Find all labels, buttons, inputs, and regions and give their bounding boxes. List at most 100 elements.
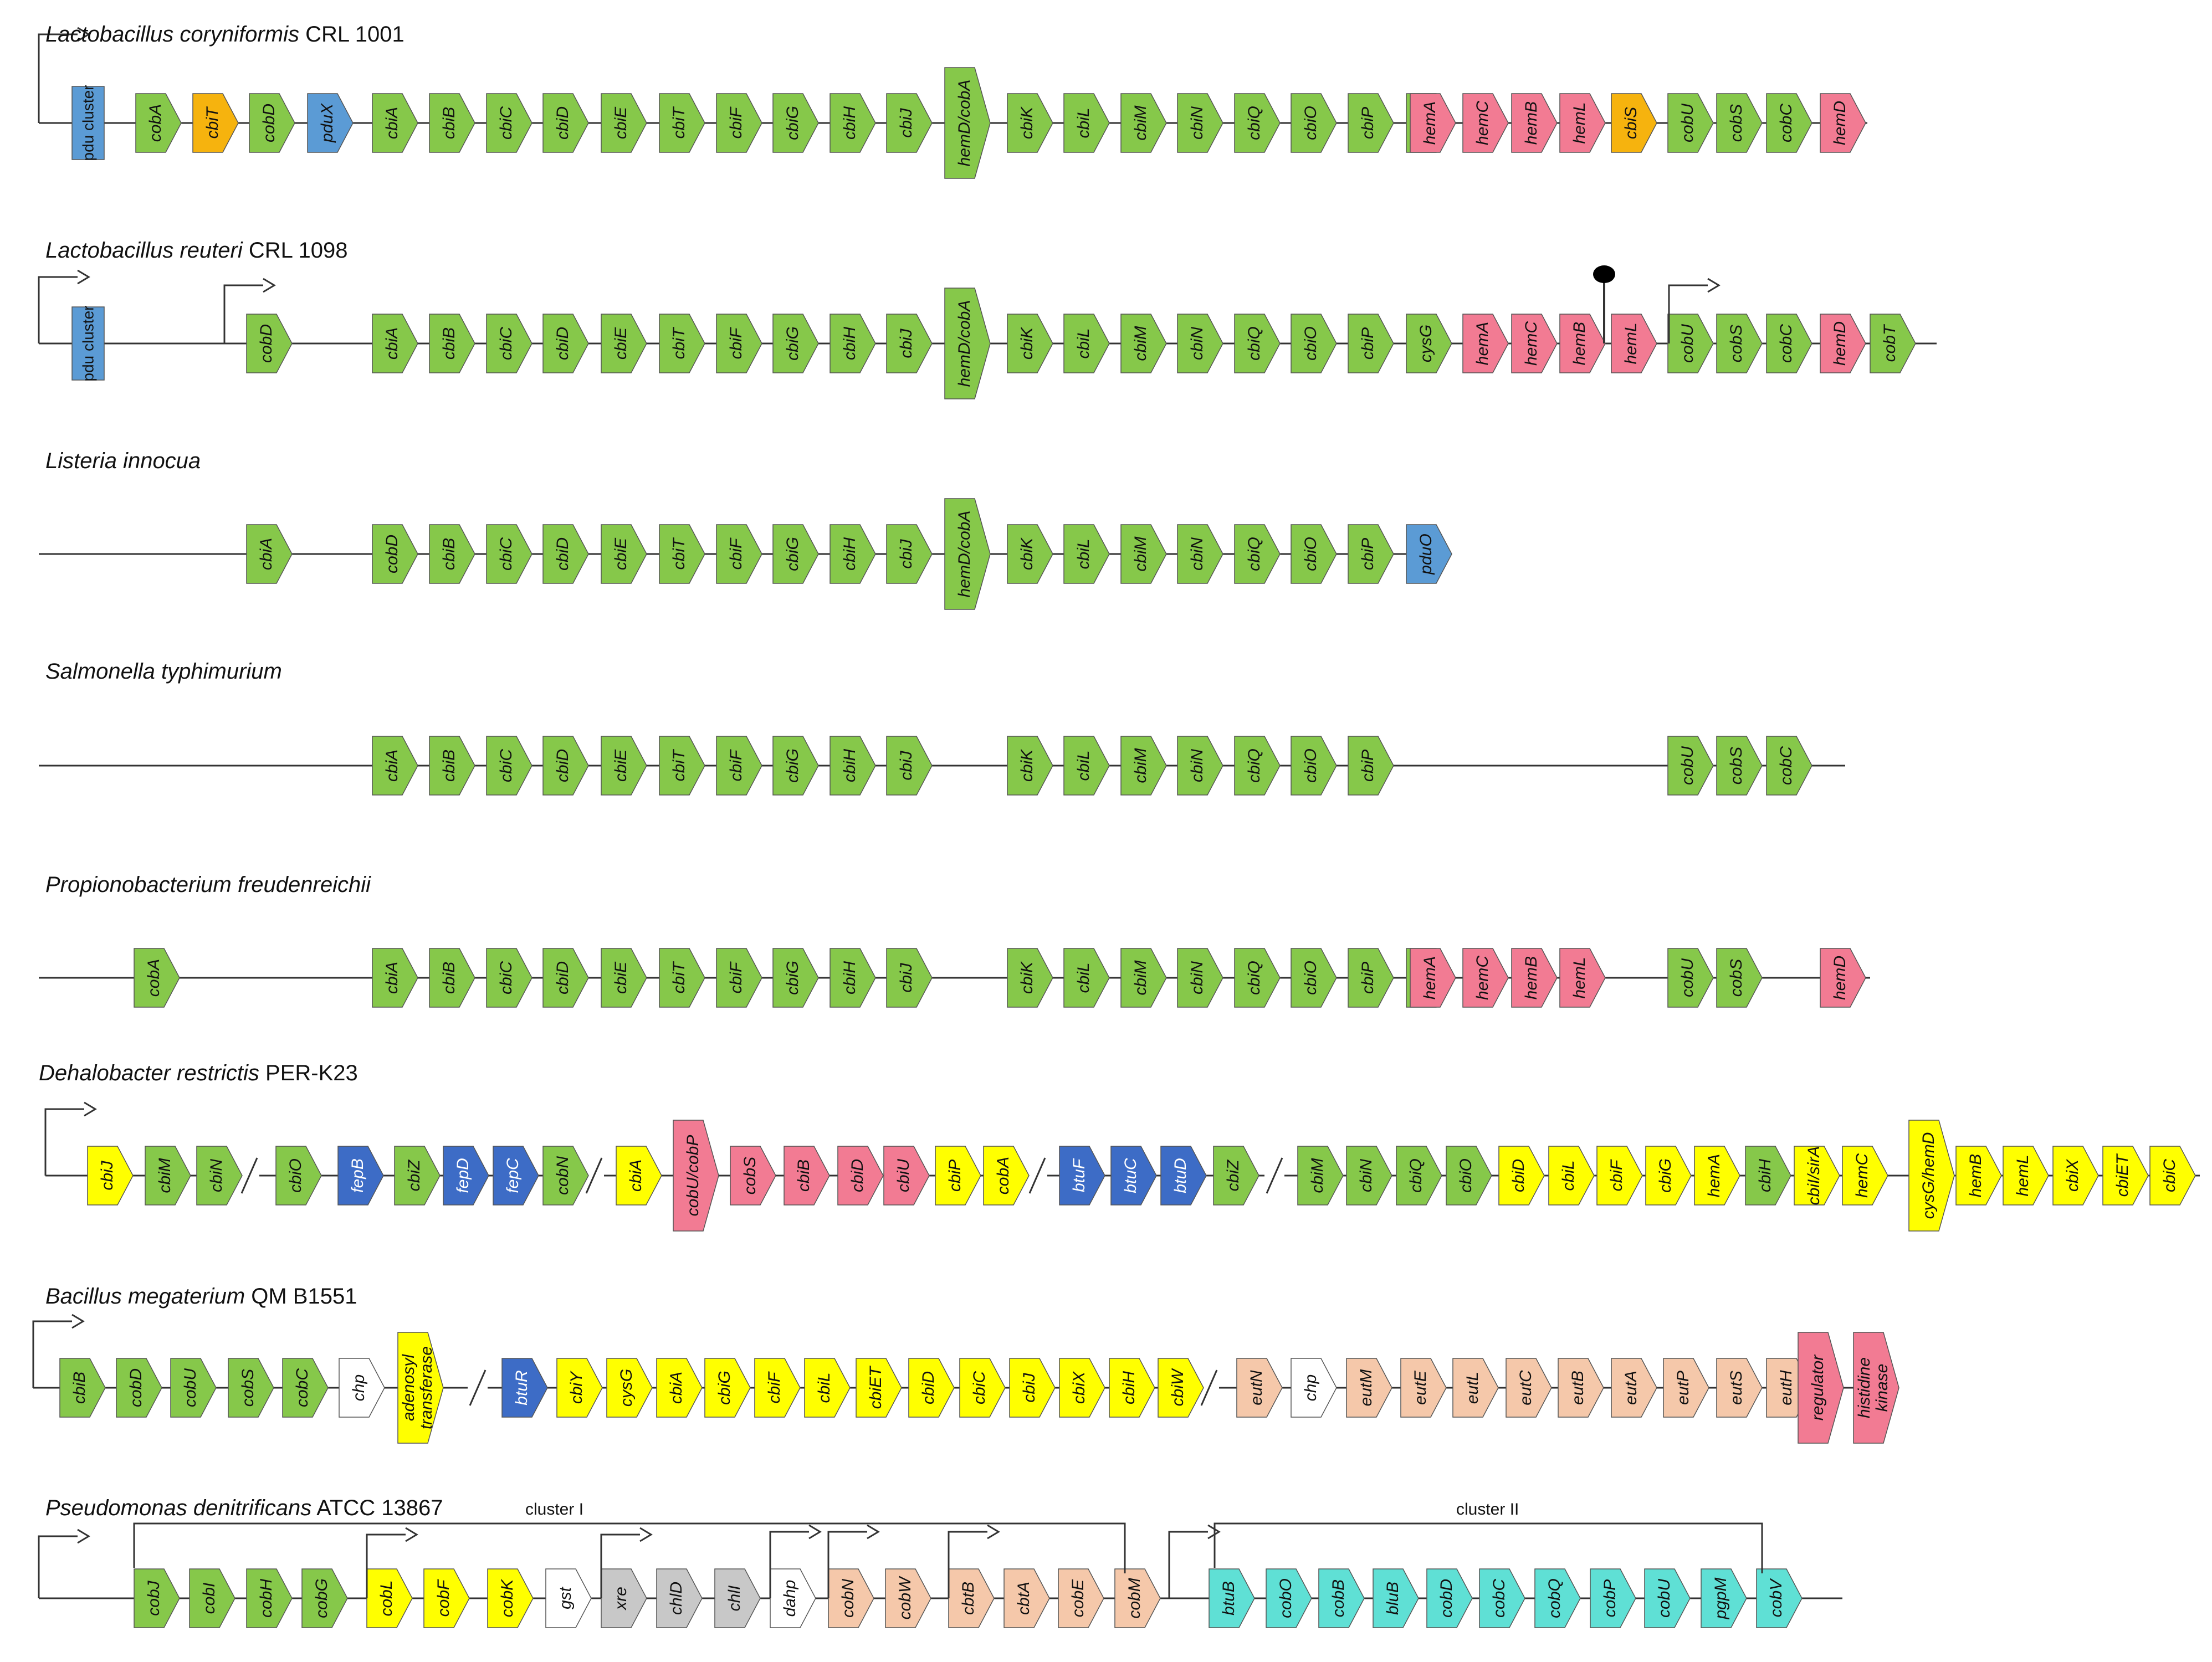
organism-title-l-innocua: Listeria innocua (45, 449, 201, 473)
gene-cbim: cbiM (1120, 524, 1167, 584)
gene-cbib: cbiB (429, 948, 475, 1008)
gene-label: eutH (1777, 1370, 1795, 1405)
gene-cbim: cbiM (1120, 93, 1167, 153)
gene-shape (886, 93, 933, 153)
gene-cbib: cbiB (429, 93, 475, 153)
gene-shape (1177, 736, 1223, 796)
gene-label: cbiM (1131, 748, 1150, 783)
gene-chli: chlI (714, 1568, 761, 1628)
gene-shape (659, 524, 705, 584)
gene-hema: hemA (1410, 948, 1456, 1008)
gene-cbih: cbiH (830, 314, 876, 373)
gene-cbit: cbiT (659, 948, 705, 1008)
gene-cbij: cbiJ (886, 948, 933, 1008)
gene-cbiet: cbiET (2102, 1146, 2149, 1206)
gene-cbin: cbiN (1177, 524, 1223, 584)
gene-shape (1716, 314, 1763, 373)
gene-label: cbiH (1120, 1371, 1138, 1404)
gene-cbio: cbiO (1291, 314, 1337, 373)
gene-label: chlD (667, 1582, 685, 1615)
gene-cobn: cobN (542, 1146, 589, 1206)
gene-label: cobA (146, 104, 165, 142)
gene-label: cbiB (795, 1160, 813, 1192)
gene-label: cbiD (554, 961, 572, 994)
gene-cbif: cbiF (754, 1358, 801, 1418)
gene-label: cbiC (497, 961, 515, 994)
gene-label: hemD (1831, 321, 1849, 366)
gene-label: cbiL (1074, 962, 1093, 993)
gene-cbiq: cbiQ (1234, 524, 1281, 584)
gene-shape (714, 1568, 761, 1628)
gene-shape (1511, 93, 1558, 153)
gene-label: hemD (1831, 956, 1849, 1000)
gene-chp: chp (339, 1358, 385, 1418)
gene-label: cbiE (612, 327, 630, 360)
gene-shape (501, 1358, 548, 1418)
gene-cobw: cobW (885, 1568, 931, 1628)
gene-label: hemC (1473, 101, 1492, 145)
gene-hemd-coba: hemD/cobA (944, 498, 991, 610)
organism-title-l-coryniformis: Lactobacillus coryniformis CRL 1001 (45, 22, 404, 47)
promoter-arrow (44, 1101, 97, 1176)
gene-cbio: cbiO (1291, 736, 1337, 796)
gene-label: hemL (1570, 102, 1589, 143)
gene-shape (1406, 524, 1452, 584)
gene-shape (486, 93, 532, 153)
organism-row-2: cbiA cobD cbiB cbiC cbiD cbiE cbiT cbiF cbiG cbiH… (246, 498, 1452, 610)
gene-cbio: cbiO (275, 1146, 322, 1206)
gene-shape (1511, 948, 1558, 1008)
gene-label: cobC (1777, 104, 1795, 142)
gene-label: cobS (1727, 959, 1745, 997)
gene-cbib: cbiB (784, 1146, 830, 1206)
organism-row-4: cobA cbiA cbiB cbiC cbiD cbiE cbiT cbiF cbiG cbiH… (134, 948, 1866, 1008)
gene-cbip: cbiP (1348, 736, 1394, 796)
gene-shape (1396, 1146, 1442, 1206)
gene-cbip: cbiP (1348, 948, 1394, 1008)
gene-cbie: cbiE (601, 314, 647, 373)
gene-cbit: cbiT (659, 524, 705, 584)
gene-label: cbiA (383, 962, 401, 994)
gene-cobi: cobI (189, 1568, 235, 1628)
gene-shape (1318, 1568, 1365, 1628)
gene-label: hemL (1570, 957, 1589, 998)
gene-label: cbiL (1074, 328, 1093, 358)
gene-label: cbiM (1131, 960, 1150, 995)
gene-fepd: fepD (443, 1146, 489, 1206)
gene-shape (145, 1146, 191, 1206)
gene-shape (1716, 948, 1763, 1008)
gene-label: cobB (1329, 1579, 1348, 1617)
gene-shape (754, 1358, 801, 1418)
gene-cbin: cbiN (1177, 93, 1223, 153)
gene-label: cobG (313, 1578, 331, 1618)
gene-shape (1236, 1358, 1283, 1418)
gene-cobn: cobN (828, 1568, 874, 1628)
gene-label: eutB (1569, 1371, 1587, 1405)
gene-shape (1462, 314, 1509, 373)
gene-label: cbiF (1607, 1159, 1626, 1191)
gene-coba: cobA (135, 93, 182, 153)
gene-shape (983, 1146, 1030, 1206)
gene-label: cbiET (2113, 1153, 2132, 1197)
gene-label: cbiO (1302, 961, 1320, 995)
organism-row-5: cbiJ cbiM cbiN cbiO fepB cbiZ fepD fepC cobN cbiA… (87, 1120, 2196, 1232)
gene-shape (1611, 314, 1657, 373)
gene-label: cbiT (670, 961, 688, 993)
gene-shape (1842, 1146, 1888, 1206)
gene-coba: cobA (134, 948, 180, 1008)
gene-shape (1291, 736, 1337, 796)
gene-label: btuF (1070, 1158, 1088, 1192)
gene-shape (1611, 1358, 1657, 1418)
gene-label: hemD/cobA (955, 300, 974, 387)
organism-row-6: cbiB cobD cobU cobS cobC chp adenosyl transfera… (59, 1332, 1899, 1444)
gene-shape (1209, 1568, 1255, 1628)
gene-shape (1452, 1358, 1499, 1418)
gene-label: cbiA (257, 538, 275, 570)
gene-label: eutN (1247, 1370, 1266, 1405)
cluster-label-1: cluster I (525, 1500, 584, 1519)
gene-shape (1177, 93, 1223, 153)
gene-label: cbiN (207, 1159, 226, 1192)
gene-label: cobC (1777, 324, 1795, 363)
gene-cbim: cbiM (1297, 1146, 1344, 1206)
gene-euts: eutS (1716, 1358, 1763, 1418)
gene-label: cbiA (627, 1160, 645, 1192)
